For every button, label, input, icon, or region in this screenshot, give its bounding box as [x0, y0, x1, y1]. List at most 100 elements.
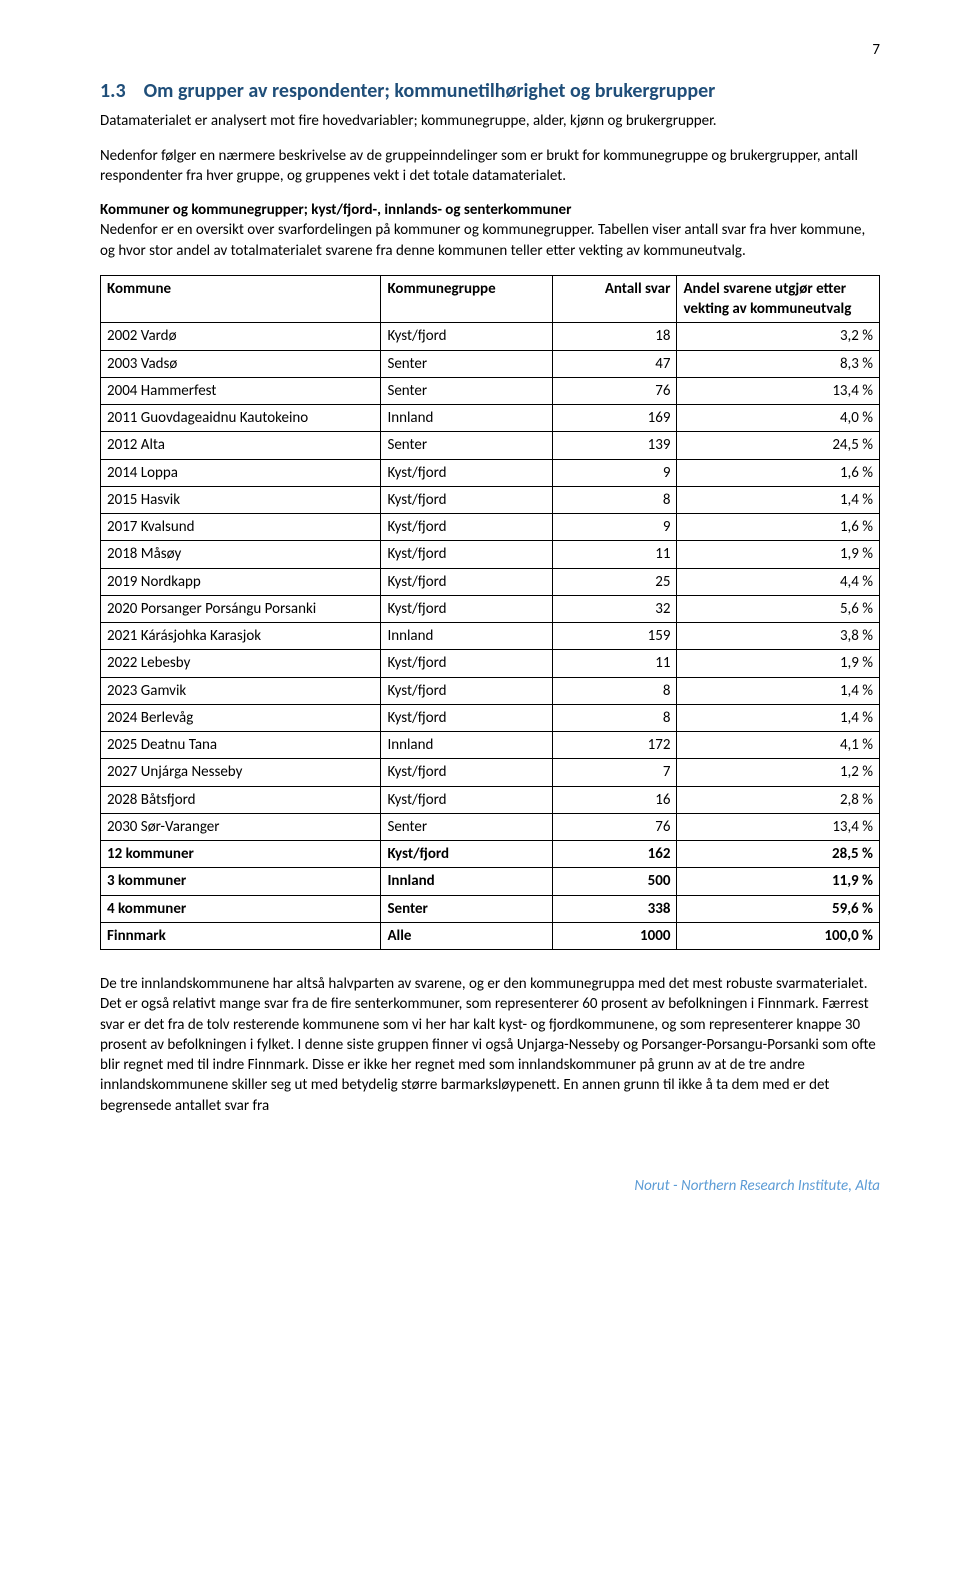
table-cell: 1,9 % — [677, 650, 880, 677]
table-row: 3 kommunerInnland50011,9 % — [101, 868, 880, 895]
table-cell: 16 — [552, 786, 677, 813]
table-cell: 59,6 % — [677, 895, 880, 922]
table-cell: 47 — [552, 350, 677, 377]
table-cell: 3 kommuner — [101, 868, 381, 895]
table-cell: 2020 Porsanger Porsángu Porsanki — [101, 595, 381, 622]
col-andel: Andel svarene utgjør etter vekting av ko… — [677, 275, 880, 323]
intro-para-1: Datamaterialet er analysert mot fire hov… — [100, 111, 880, 131]
table-cell: 2004 Hammerfest — [101, 377, 381, 404]
table-cell: 2023 Gamvik — [101, 677, 381, 704]
table-cell: 3,2 % — [677, 323, 880, 350]
table-cell: 13,4 % — [677, 377, 880, 404]
table-cell: 11 — [552, 650, 677, 677]
table-cell: 1,4 % — [677, 704, 880, 731]
table-cell: 2028 Båtsfjord — [101, 786, 381, 813]
table-cell: Kyst/fjord — [381, 459, 552, 486]
table-cell: 11,9 % — [677, 868, 880, 895]
table-cell: 7 — [552, 759, 677, 786]
table-cell: 12 kommuner — [101, 841, 381, 868]
table-cell: 8 — [552, 677, 677, 704]
table-row: 2017 KvalsundKyst/fjord91,6 % — [101, 514, 880, 541]
table-row: 2014 LoppaKyst/fjord91,6 % — [101, 459, 880, 486]
table-row: 4 kommunerSenter33859,6 % — [101, 895, 880, 922]
table-cell: Kyst/fjord — [381, 841, 552, 868]
table-cell: 1,9 % — [677, 541, 880, 568]
table-cell: Innland — [381, 868, 552, 895]
table-cell: Kyst/fjord — [381, 786, 552, 813]
table-cell: 13,4 % — [677, 813, 880, 840]
table-cell: 32 — [552, 595, 677, 622]
table-row: 2027 Unjárga NessebyKyst/fjord71,2 % — [101, 759, 880, 786]
table-row: FinnmarkAlle1000100,0 % — [101, 922, 880, 949]
table-cell: Senter — [381, 350, 552, 377]
table-cell: 2002 Vardø — [101, 323, 381, 350]
table-cell: Kyst/fjord — [381, 514, 552, 541]
table-row: 2018 MåsøyKyst/fjord111,9 % — [101, 541, 880, 568]
table-cell: 2021 Kárásjohka Karasjok — [101, 623, 381, 650]
table-cell: Alle — [381, 922, 552, 949]
table-cell: 9 — [552, 459, 677, 486]
table-row: 2003 VadsøSenter478,3 % — [101, 350, 880, 377]
table-cell: 169 — [552, 405, 677, 432]
footer-institute: Norut - Northern Research Institute, Alt… — [100, 1176, 880, 1196]
table-cell: 2003 Vadsø — [101, 350, 381, 377]
table-cell: 2018 Måsøy — [101, 541, 381, 568]
table-cell: 18 — [552, 323, 677, 350]
table-cell: 500 — [552, 868, 677, 895]
table-row: 2002 VardøKyst/fjord183,2 % — [101, 323, 880, 350]
table-cell: Finnmark — [101, 922, 381, 949]
table-row: 2025 Deatnu TanaInnland1724,1 % — [101, 732, 880, 759]
table-cell: 2015 Hasvik — [101, 486, 381, 513]
table-row: 2021 Kárásjohka KarasjokInnland1593,8 % — [101, 623, 880, 650]
table-row: 2030 Sør-VarangerSenter7613,4 % — [101, 813, 880, 840]
table-cell: 2011 Guovdageaidnu Kautokeino — [101, 405, 381, 432]
table-cell: 172 — [552, 732, 677, 759]
col-kommune: Kommune — [101, 275, 381, 323]
table-cell: 24,5 % — [677, 432, 880, 459]
table-cell: Senter — [381, 377, 552, 404]
table-cell: Kyst/fjord — [381, 650, 552, 677]
table-row: 2028 BåtsfjordKyst/fjord162,8 % — [101, 786, 880, 813]
table-row: 2023 GamvikKyst/fjord81,4 % — [101, 677, 880, 704]
closing-para: De tre innlandskommunene har altså halvp… — [100, 974, 880, 1116]
table-cell: 100,0 % — [677, 922, 880, 949]
table-cell: 2012 Alta — [101, 432, 381, 459]
table-cell: 1,6 % — [677, 459, 880, 486]
table-cell: Kyst/fjord — [381, 677, 552, 704]
table-cell: 8 — [552, 486, 677, 513]
table-cell: 1,4 % — [677, 486, 880, 513]
subsection-para: Nedenfor er en oversikt over svarfordeli… — [100, 221, 865, 259]
table-cell: 1,6 % — [677, 514, 880, 541]
table-cell: Kyst/fjord — [381, 568, 552, 595]
table-cell: Kyst/fjord — [381, 323, 552, 350]
page-number: 7 — [100, 40, 880, 60]
table-cell: Innland — [381, 623, 552, 650]
table-cell: 11 — [552, 541, 677, 568]
table-row: 2011 Guovdageaidnu KautokeinoInnland1694… — [101, 405, 880, 432]
table-cell: 1,2 % — [677, 759, 880, 786]
table-cell: 2024 Berlevåg — [101, 704, 381, 731]
table-cell: 159 — [552, 623, 677, 650]
table-cell: 139 — [552, 432, 677, 459]
kommune-table: Kommune Kommunegruppe Antall svar Andel … — [100, 275, 880, 950]
table-cell: Senter — [381, 432, 552, 459]
subsection-block: Kommuner og kommunegrupper; kyst/fjord-,… — [100, 200, 880, 261]
table-header-row: Kommune Kommunegruppe Antall svar Andel … — [101, 275, 880, 323]
table-cell: 338 — [552, 895, 677, 922]
table-row: 2015 HasvikKyst/fjord81,4 % — [101, 486, 880, 513]
table-row: 12 kommunerKyst/fjord16228,5 % — [101, 841, 880, 868]
table-cell: 25 — [552, 568, 677, 595]
table-cell: 5,6 % — [677, 595, 880, 622]
intro-para-2: Nedenfor følger en nærmere beskrivelse a… — [100, 146, 880, 187]
table-cell: 1000 — [552, 922, 677, 949]
table-row: 2012 AltaSenter13924,5 % — [101, 432, 880, 459]
table-row: 2004 HammerfestSenter7613,4 % — [101, 377, 880, 404]
table-row: 2024 BerlevågKyst/fjord81,4 % — [101, 704, 880, 731]
table-cell: Innland — [381, 405, 552, 432]
subsection-heading: Kommuner og kommunegrupper; kyst/fjord-,… — [100, 201, 571, 219]
table-cell: 3,8 % — [677, 623, 880, 650]
table-cell: 2019 Nordkapp — [101, 568, 381, 595]
table-cell: 4,4 % — [677, 568, 880, 595]
section-title: Om grupper av respondenter; kommunetilhø… — [144, 79, 716, 103]
table-cell: Senter — [381, 813, 552, 840]
